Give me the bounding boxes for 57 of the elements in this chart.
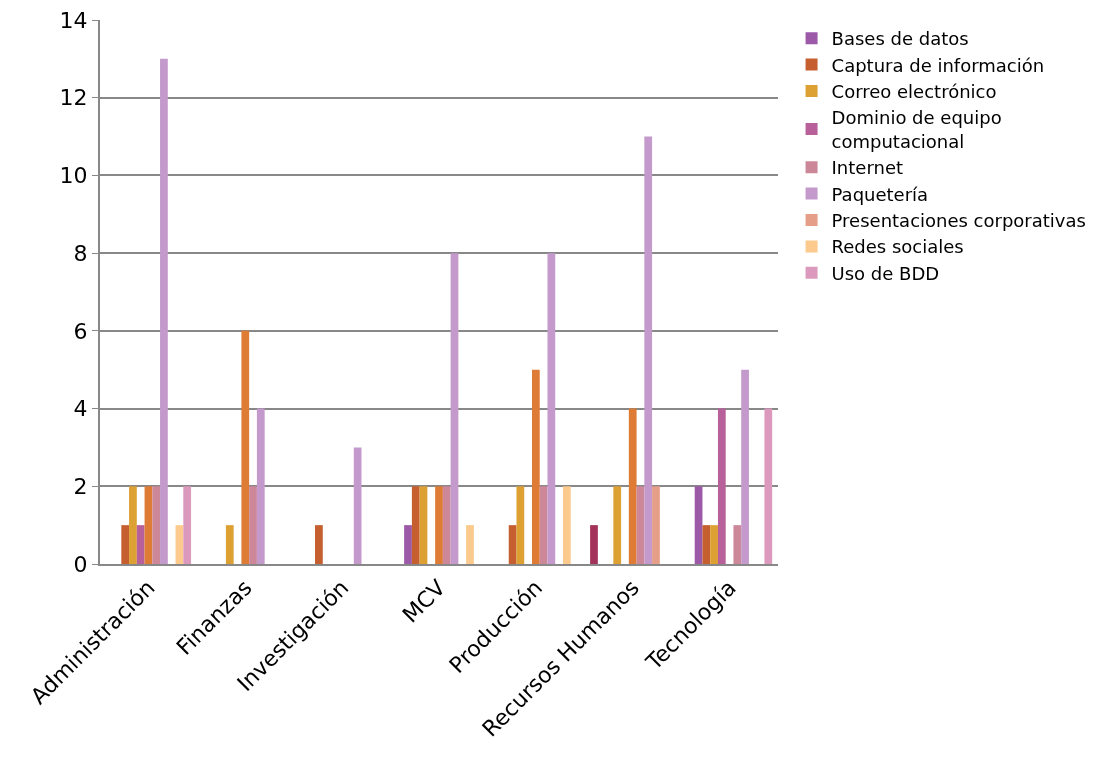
bar — [702, 525, 711, 564]
bar — [404, 525, 412, 564]
legend-label: Captura de información — [831, 54, 1045, 76]
bar — [590, 525, 598, 564]
legend-label: Internet — [831, 157, 904, 179]
y-tick-label: 12 — [59, 85, 88, 111]
bar — [315, 525, 323, 564]
bar — [411, 486, 420, 564]
legend-label: Uso de BDD — [831, 262, 940, 284]
bar — [613, 486, 622, 564]
bar — [241, 330, 250, 564]
legend-label: Dominio de equipo computacional — [831, 107, 1002, 152]
legend-label: Redes sociales — [831, 236, 964, 258]
y-tick-label: 6 — [73, 318, 88, 344]
bar — [183, 486, 192, 564]
bar — [136, 525, 145, 564]
bar — [733, 525, 742, 564]
bar — [353, 447, 362, 564]
bar — [516, 486, 525, 564]
bar — [652, 486, 660, 564]
bar — [562, 486, 571, 564]
bar — [450, 253, 459, 564]
y-tick-label: 0 — [73, 551, 88, 577]
bar — [644, 136, 653, 564]
bar — [435, 486, 443, 564]
bar — [121, 525, 130, 564]
bar — [508, 525, 517, 564]
bar — [539, 486, 548, 564]
bar — [256, 408, 265, 564]
legend-label: Paquetería — [831, 183, 929, 205]
bar — [419, 486, 428, 564]
legend-label: Presentaciones corporativas — [831, 210, 1086, 232]
bar — [710, 525, 718, 564]
bar — [741, 369, 749, 564]
y-tick-label: 8 — [73, 240, 88, 266]
bar — [442, 486, 451, 564]
bar — [628, 408, 637, 564]
bar — [547, 253, 556, 564]
bar — [249, 486, 257, 564]
bar — [717, 408, 726, 564]
y-tick-label: 14 — [59, 7, 88, 33]
legend-label: Bases de datos — [831, 28, 969, 50]
y-tick-label: 10 — [59, 163, 88, 189]
bar — [225, 525, 234, 564]
bar — [466, 525, 474, 564]
bar — [152, 486, 161, 564]
bar — [636, 486, 645, 564]
y-tick-label: 2 — [73, 473, 88, 499]
y-tick-label: 4 — [73, 396, 88, 422]
bar — [531, 369, 540, 564]
bar — [764, 408, 773, 564]
bar — [694, 486, 703, 564]
bar — [175, 525, 184, 564]
legend-label: Correo electrónico — [831, 81, 997, 103]
bar — [129, 486, 137, 564]
bar — [144, 486, 153, 564]
bar — [160, 58, 168, 564]
